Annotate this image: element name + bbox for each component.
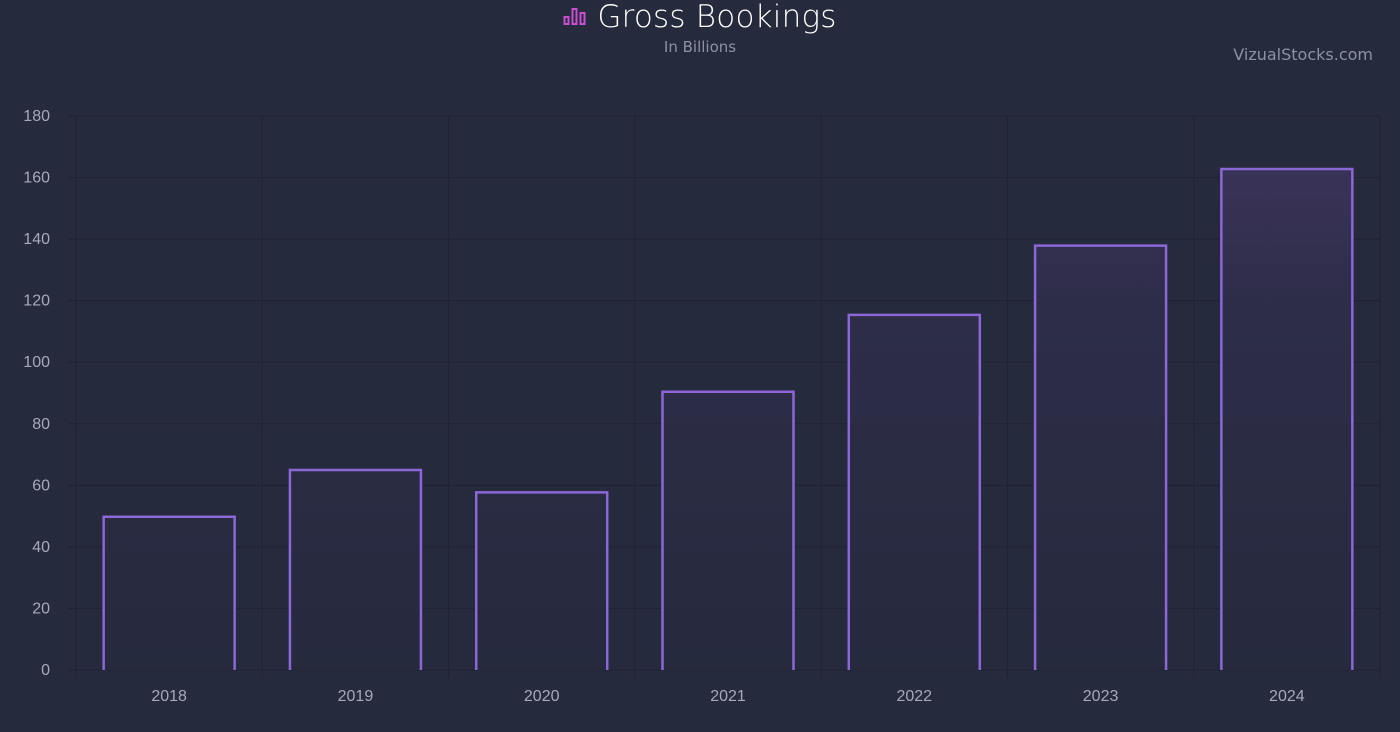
x-tick-label: 2019 — [338, 688, 374, 705]
y-tick-label: 80 — [32, 416, 50, 433]
y-tick-label: 140 — [23, 231, 50, 248]
y-tick-label: 160 — [23, 170, 50, 187]
y-tick-label: 40 — [32, 539, 50, 556]
bars-layer — [102, 167, 1354, 670]
y-tick-label: 180 — [23, 108, 50, 125]
x-tick-label: 2018 — [151, 688, 187, 705]
y-tick-label: 0 — [41, 662, 50, 679]
bar-2020[interactable] — [474, 491, 609, 670]
x-tick-label: 2023 — [1083, 688, 1119, 705]
y-tick-label: 120 — [23, 293, 50, 310]
y-tick-label: 60 — [32, 477, 50, 494]
bar-2024[interactable] — [1220, 167, 1354, 670]
y-tick-label: 100 — [23, 354, 50, 371]
title-row: Gross Bookings — [563, 0, 836, 34]
x-tick-label: 2022 — [896, 688, 932, 705]
x-tick-label: 2024 — [1269, 688, 1305, 705]
bar-2019[interactable] — [288, 468, 423, 670]
y-tick-label: 20 — [32, 600, 50, 617]
labels-layer: 0 20 40 60 80 100 120 140 160 180 2018 2019 2020 2021… — [23, 108, 1304, 705]
bar-2021[interactable] — [661, 390, 795, 670]
x-tick-label: 2020 — [524, 688, 560, 705]
chart-title: Gross Bookings — [597, 0, 837, 35]
x-tick-label: 2021 — [710, 688, 746, 705]
bar-chart-icon — [563, 4, 587, 31]
watermark-link[interactable]: VizualStocks.com — [1233, 45, 1373, 64]
bar-2023[interactable] — [1033, 244, 1168, 670]
chart-subtitle: In Billions — [663, 38, 737, 56]
bar-2018[interactable] — [102, 515, 236, 670]
chart-header: Gross Bookings In Billions — [0, 0, 1400, 56]
bar-2022[interactable] — [847, 313, 982, 670]
